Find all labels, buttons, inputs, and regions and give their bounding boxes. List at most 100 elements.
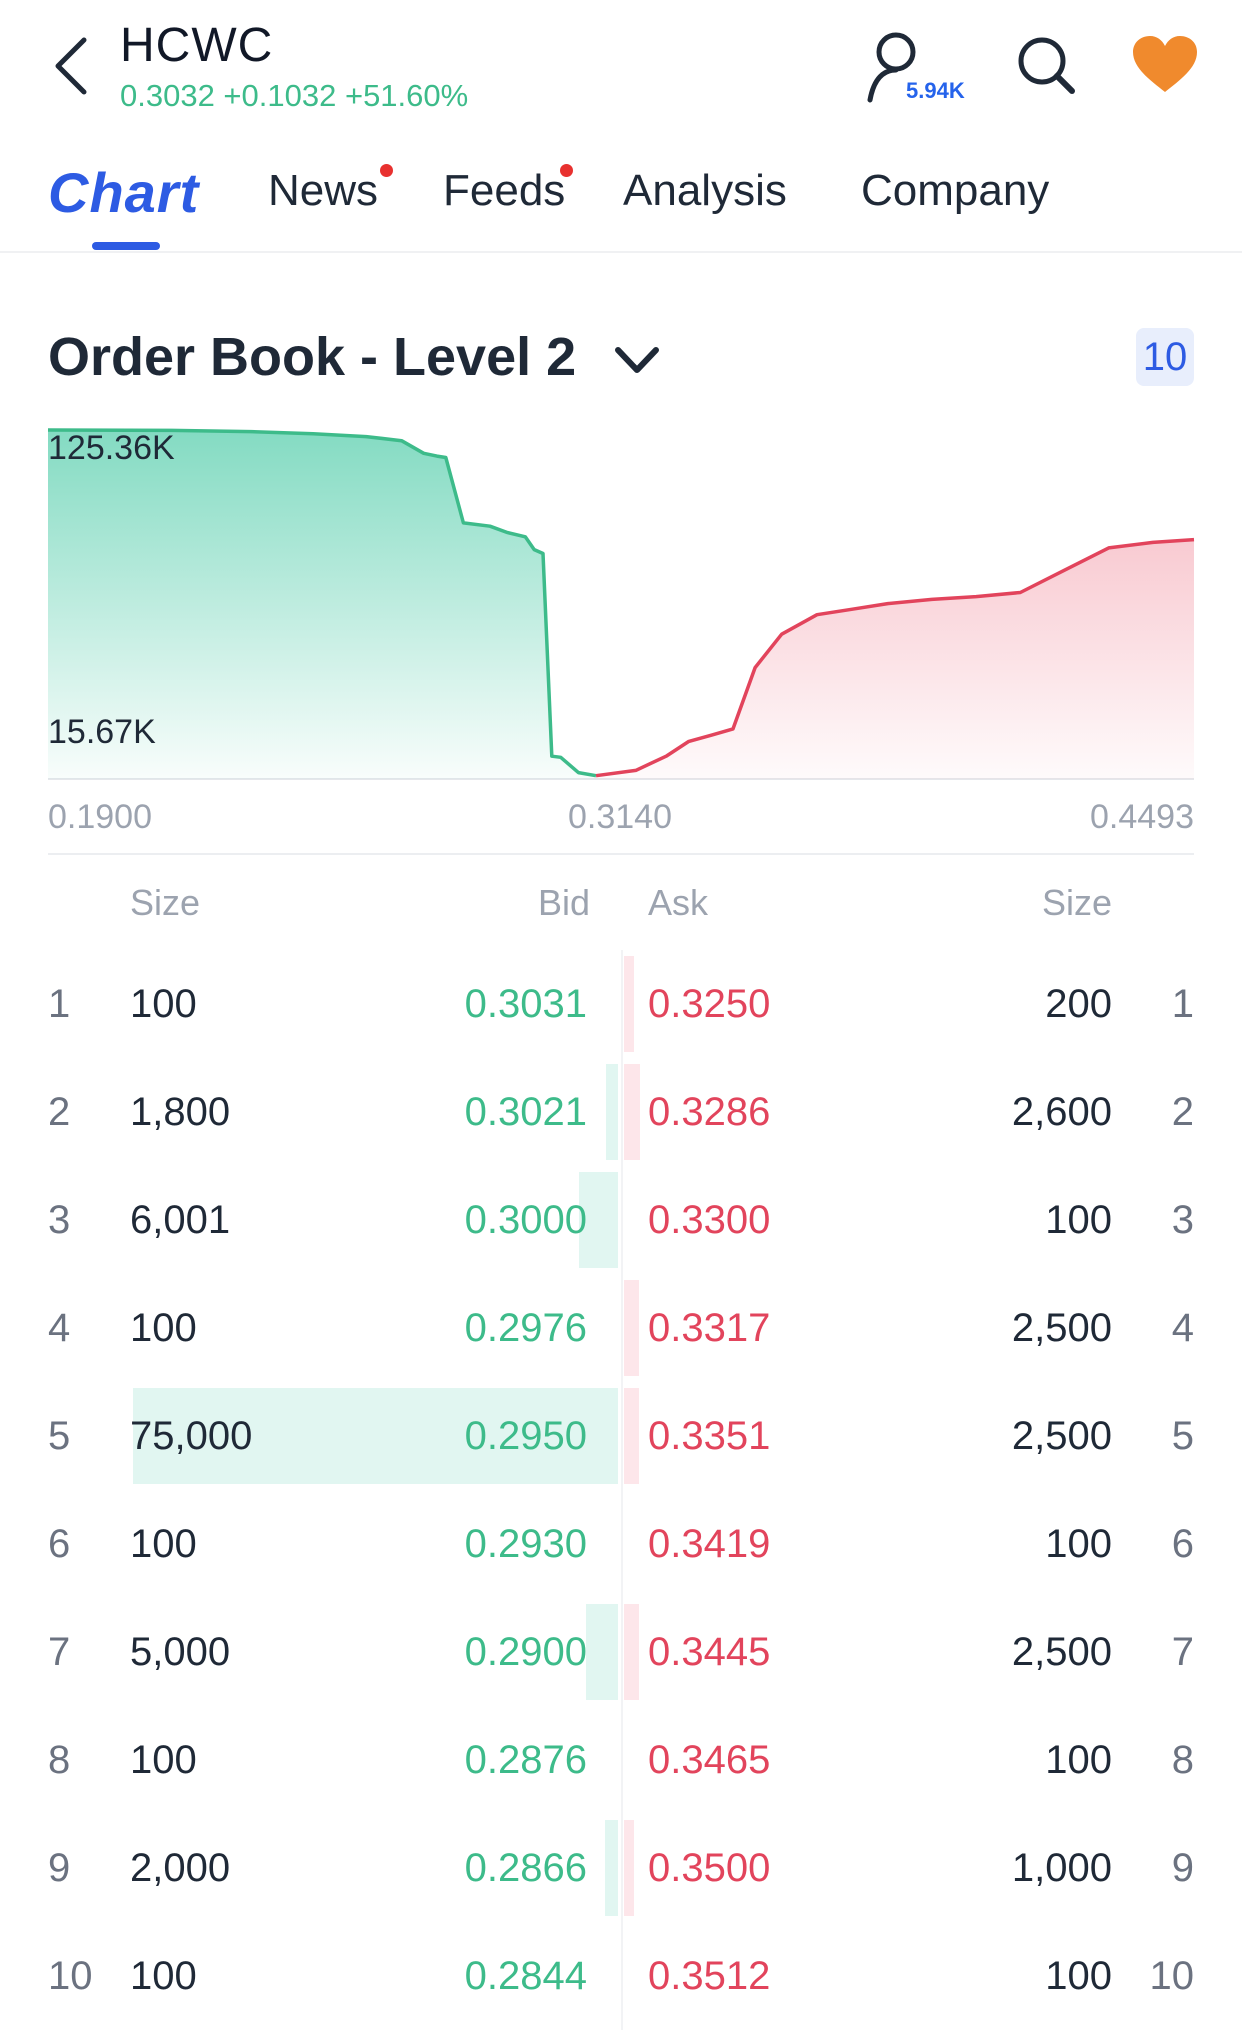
ask-price: 0.3317 (648, 1306, 771, 1350)
bid-rank: 1 (48, 982, 71, 1026)
order-book-row[interactable]: 1 100 0.3031 0.3250 200 1 (0, 950, 1242, 1058)
bid-size: 2,000 (130, 1846, 231, 1890)
y-max-label: 125.36K (48, 429, 175, 467)
bid-size: 100 (130, 1738, 197, 1782)
order-book-row[interactable]: 4 100 0.2976 0.3317 2,500 4 (0, 1274, 1242, 1382)
bid-rank: 9 (48, 1846, 71, 1890)
order-book-row[interactable]: 10 100 0.2844 0.3512 100 10 (0, 1922, 1242, 2030)
bid-size: 100 (130, 1306, 197, 1350)
ask-rank: 9 (1171, 1846, 1194, 1890)
ask-depth-line (595, 537, 1195, 778)
tab-news[interactable]: News (268, 166, 379, 215)
tab-chart-label: Chart (48, 161, 200, 224)
bid-rank: 7 (48, 1630, 71, 1674)
bid-price: 0.2876 (464, 1738, 587, 1782)
bid-size: 100 (130, 982, 197, 1026)
bid-size: 100 (130, 1954, 197, 1998)
order-book-row[interactable]: 5 75,000 0.2950 0.3351 2,500 5 (0, 1382, 1242, 1490)
bid-rank: 10 (48, 1954, 93, 1998)
bid-price: 0.2900 (464, 1630, 587, 1674)
tab-feeds[interactable]: Feeds (443, 166, 566, 215)
bid-price: 0.2866 (464, 1846, 587, 1890)
ask-rank: 5 (1171, 1414, 1194, 1458)
bid-price: 0.3000 (464, 1198, 587, 1242)
bid-depth-bar (605, 1820, 618, 1916)
bid-rank: 2 (48, 1090, 71, 1134)
ask-size: 2,500 (1011, 1306, 1112, 1350)
ask-price: 0.3300 (648, 1198, 771, 1242)
ask-size: 100 (1045, 1198, 1112, 1242)
bid-depth-bar (133, 1388, 618, 1484)
ask-size-header: Size (1041, 882, 1112, 923)
order-book-row[interactable]: 3 6,001 0.3000 0.3300 100 3 (0, 1166, 1242, 1274)
ask-size: 2,500 (1011, 1630, 1112, 1674)
ask-depth-bar (624, 1388, 640, 1484)
order-book-title: Order Book - Level 2 (48, 327, 577, 387)
order-book-row[interactable]: 8 100 0.2876 0.3465 100 8 (0, 1706, 1242, 1814)
ask-size: 2,600 (1011, 1090, 1112, 1134)
ask-price-header: Ask (648, 882, 709, 923)
bid-price: 0.2976 (464, 1306, 587, 1350)
tab-analysis[interactable]: Analysis (623, 166, 787, 215)
ask-rank: 3 (1171, 1198, 1194, 1242)
tab-company[interactable]: Company (861, 166, 1050, 215)
ask-price: 0.3351 (648, 1414, 771, 1458)
ask-price: 0.3419 (648, 1522, 771, 1566)
ask-depth-bar (624, 956, 634, 1052)
level-chevron-down-icon[interactable] (612, 340, 662, 380)
favorite-heart-icon[interactable] (1130, 34, 1200, 96)
bid-rank: 4 (48, 1306, 71, 1350)
bid-depth-area (48, 430, 596, 779)
ask-size: 100 (1045, 1522, 1112, 1566)
bid-size: 6,001 (130, 1198, 231, 1242)
back-chevron-left-icon[interactable] (48, 34, 94, 98)
ask-depth-bar (624, 1604, 640, 1700)
order-book-row[interactable]: 2 1,800 0.3021 0.3286 2,600 2 (0, 1058, 1242, 1166)
ask-price: 0.3465 (648, 1738, 771, 1782)
ticker-symbol: HCWC (120, 19, 274, 72)
ask-rank: 10 (1149, 1954, 1195, 1998)
ask-price: 0.3286 (648, 1090, 771, 1134)
bid-depth-bar (579, 1172, 618, 1268)
price-change-quote: 0.3032 +0.1032 +51.60% (120, 78, 469, 113)
ask-depth-area (596, 539, 1194, 779)
bid-rank: 8 (48, 1738, 71, 1782)
ask-price: 0.3250 (648, 982, 771, 1026)
tabs-divider (0, 251, 1242, 253)
ask-rank: 4 (1171, 1306, 1194, 1350)
bid-rank: 5 (48, 1414, 71, 1458)
bid-rank: 3 (48, 1198, 71, 1242)
ask-size: 200 (1045, 982, 1112, 1026)
ask-rank: 7 (1171, 1630, 1194, 1674)
follower-count: 5.94K (906, 78, 965, 103)
bid-depth-line (47, 428, 597, 778)
ask-rank: 8 (1171, 1738, 1194, 1782)
ask-size: 2,500 (1011, 1414, 1112, 1458)
bid-ask-center-line (621, 950, 623, 2030)
order-book-row[interactable]: 6 100 0.2930 0.3419 100 6 (0, 1490, 1242, 1598)
table-top-divider (48, 853, 1194, 855)
ask-depth-bar (624, 1820, 634, 1916)
bid-size: 75,000 (130, 1414, 253, 1458)
order-book-row[interactable]: 7 5,000 0.2900 0.3445 2,500 7 (0, 1598, 1242, 1706)
bid-price: 0.3021 (464, 1090, 587, 1134)
depth-level-badge[interactable]: 10 (1136, 328, 1194, 386)
feeds-unread-dot (560, 164, 573, 177)
x-mid-label: 0.3140 (568, 798, 672, 836)
ask-size: 1,000 (1011, 1846, 1112, 1890)
bid-depth-bar (585, 1604, 618, 1700)
bid-rank: 6 (48, 1522, 71, 1566)
search-icon[interactable] (1015, 34, 1077, 96)
bid-price: 0.2844 (464, 1954, 587, 1998)
x-max-label: 0.4493 (1090, 798, 1194, 836)
bid-depth-bar (606, 1064, 618, 1160)
x-min-label: 0.1900 (48, 798, 152, 836)
bid-price: 0.2950 (464, 1414, 587, 1458)
ask-price: 0.3500 (648, 1846, 771, 1890)
tab-chart[interactable]: Chart (48, 160, 199, 225)
ask-depth-bar (624, 1064, 640, 1160)
bid-size-header: Size (130, 882, 201, 923)
follow-person-icon[interactable] (866, 30, 978, 110)
order-book-row[interactable]: 9 2,000 0.2866 0.3500 1,000 9 (0, 1814, 1242, 1922)
ask-rank: 2 (1171, 1090, 1194, 1134)
